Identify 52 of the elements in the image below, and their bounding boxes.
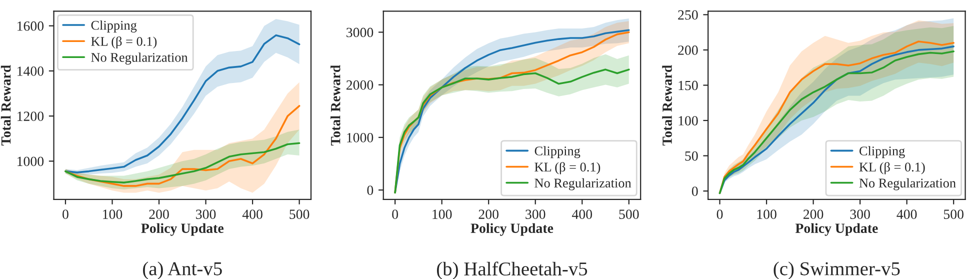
- y-tick-label: 1000: [347, 132, 374, 142]
- legend-label: Clipping: [859, 146, 905, 158]
- legend-label: KL (β = 0.1): [859, 162, 925, 174]
- x-tick-label: 0: [716, 210, 723, 219]
- legend-label: Clipping: [91, 20, 137, 32]
- x-tick-label: 300: [850, 210, 870, 219]
- legend-label: No Regularization: [91, 52, 188, 65]
- x-axis-title: Policy Update: [795, 223, 878, 236]
- text: (c) Swimmer-v5: [774, 262, 900, 279]
- x-tick-label: 200: [803, 210, 824, 219]
- x-tick-label: 300: [526, 210, 546, 219]
- x-tick-label: 0: [62, 210, 68, 219]
- y-tick-label: 3000: [346, 28, 374, 38]
- y-tick-label: 1200: [18, 112, 44, 121]
- x-tick-label: 500: [944, 210, 964, 219]
- x-tick-label: 200: [478, 210, 498, 219]
- y-tick-label: 50: [685, 151, 698, 161]
- x-tick-label: 100: [757, 210, 776, 219]
- y-axis-title: Total Reward: [330, 65, 340, 146]
- y-tick-label: 0: [367, 186, 374, 195]
- x-tick-label: 400: [242, 210, 262, 219]
- x-tick-label: 100: [432, 210, 452, 219]
- legend-label: KL (β = 0.1): [534, 162, 600, 174]
- y-tick-label: 100: [678, 116, 698, 126]
- line-series: [64, 104, 300, 187]
- y-axis-title: Total Reward: [662, 65, 672, 146]
- y-tick-label: 2000: [346, 80, 374, 90]
- y-tick-label: 1000: [18, 156, 44, 166]
- y-tick-label: 150: [678, 80, 698, 90]
- x-tick-label: 400: [572, 210, 592, 219]
- legend-label: No Regularization: [859, 178, 956, 190]
- text: (a) Ant-v5: [143, 262, 222, 279]
- x-tick-label: 100: [103, 210, 122, 219]
- x-tick-label: 400: [896, 210, 917, 219]
- y-tick-label: 1600: [18, 21, 44, 31]
- y-tick-label: 200: [678, 46, 698, 55]
- y-tick-label: 0: [692, 186, 698, 196]
- legend-label: No Regularization: [534, 178, 632, 190]
- text: (b) HalfCheetah-v5: [436, 262, 588, 279]
- x-tick-label: 0: [392, 210, 398, 219]
- x-tick-label: 300: [196, 210, 216, 219]
- line-series: [64, 142, 300, 184]
- x-tick-label: 500: [290, 210, 310, 219]
- y-tick-label: 250: [678, 10, 698, 20]
- x-axis-title: Policy Update: [141, 223, 224, 236]
- x-tick-label: 500: [619, 210, 639, 219]
- legend-label: Clipping: [534, 146, 580, 158]
- legend-label: KL (β = 0.1): [91, 36, 157, 49]
- x-axis-title: Policy Update: [470, 223, 554, 236]
- y-tick-label: 1400: [18, 66, 44, 76]
- y-axis-title: Total Reward: [0, 65, 11, 146]
- x-tick-label: 200: [149, 210, 169, 219]
